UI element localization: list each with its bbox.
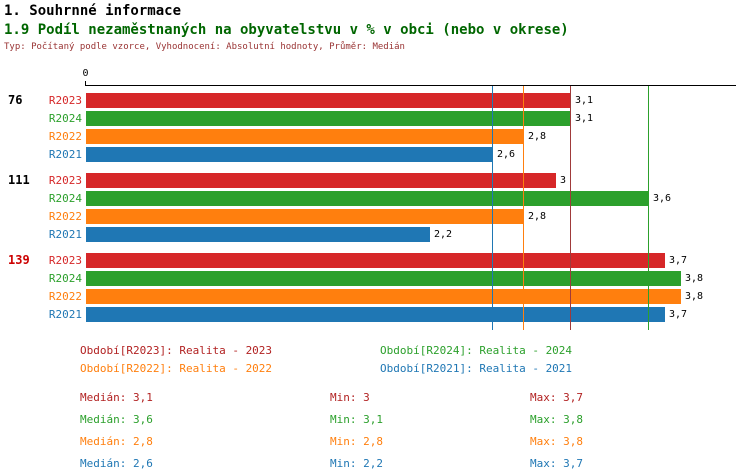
- bar: [86, 227, 430, 242]
- bar-series-label: R2022: [48, 210, 82, 223]
- bar-value-label: 3: [560, 175, 567, 186]
- bar-series-label: R2021: [48, 308, 82, 321]
- bar-value-label: 2,2: [434, 229, 453, 240]
- bar-value-label: 2,6: [497, 149, 516, 160]
- legend-item: Období[R2023]: Realita - 2023: [80, 344, 273, 357]
- bar-series-label: R2024: [48, 192, 82, 205]
- bar-value-label: 3,8: [685, 291, 704, 302]
- chart-title: 1.9 Podíl nezaměstnaných na obyvatelstvu…: [4, 22, 569, 38]
- bar-value-label: 2,8: [528, 131, 547, 142]
- bar: [86, 173, 556, 188]
- stat-max: Max: 3,7: [530, 457, 583, 470]
- bar-value-label: 3,6: [653, 193, 672, 204]
- stat-max: Max: 3,8: [530, 413, 583, 426]
- legend-item: Období[R2022]: Realita - 2022: [80, 362, 273, 375]
- bar: [86, 111, 571, 126]
- bar: [86, 93, 571, 108]
- bar-value-label: 3,7: [669, 255, 688, 266]
- bar-value-label: 3,1: [575, 113, 594, 124]
- legend-item: Období[R2021]: Realita - 2021: [380, 362, 573, 375]
- legend-item: Období[R2024]: Realita - 2024: [380, 344, 573, 357]
- bar-series-label: R2024: [48, 272, 82, 285]
- bar-value-label: 2,8: [528, 211, 547, 222]
- page-title: 1. Souhrnné informace: [4, 3, 182, 19]
- stat-min: Min: 3,1: [330, 413, 383, 426]
- bar-series-label: R2023: [48, 254, 82, 267]
- bar: [86, 147, 493, 162]
- stat-median: Medián: 2,6: [80, 457, 153, 470]
- median-line-r2023: [570, 86, 571, 330]
- chart-subtitle: Typ: Počítaný podle vzorce, Vyhodnocení:…: [4, 42, 405, 52]
- bar-value-label: 3,1: [575, 95, 594, 106]
- bar: [86, 191, 649, 206]
- bar-series-label: R2022: [48, 290, 82, 303]
- bar-series-label: R2022: [48, 130, 82, 143]
- bar-value-label: 3,7: [669, 309, 688, 320]
- group-label: 139: [8, 253, 30, 267]
- bar-series-label: R2021: [48, 228, 82, 241]
- group-label: 111: [8, 173, 30, 187]
- bar: [86, 289, 681, 304]
- bar-value-label: 3,8: [685, 273, 704, 284]
- x-axis-line: [85, 85, 736, 86]
- x-axis-origin-tick: [85, 81, 86, 85]
- bar-series-label: R2023: [48, 174, 82, 187]
- group-label: 76: [8, 93, 23, 107]
- bar: [86, 129, 524, 144]
- bar-series-label: R2023: [48, 94, 82, 107]
- median-line-r2022: [523, 86, 524, 330]
- stat-median: Medián: 2,8: [80, 435, 153, 448]
- bar: [86, 253, 665, 268]
- bar-series-label: R2024: [48, 112, 82, 125]
- stat-median: Medián: 3,6: [80, 413, 153, 426]
- stat-median: Medián: 3,1: [80, 391, 153, 404]
- median-line-r2021: [492, 86, 493, 330]
- stat-max: Max: 3,7: [530, 391, 583, 404]
- bar-series-label: R2021: [48, 148, 82, 161]
- x-axis-origin-label: 0: [82, 68, 89, 79]
- stat-min: Min: 3: [330, 391, 370, 404]
- stat-min: Min: 2,2: [330, 457, 383, 470]
- median-line-r2024: [648, 86, 649, 330]
- bar: [86, 307, 665, 322]
- stat-min: Min: 2,8: [330, 435, 383, 448]
- bar: [86, 271, 681, 286]
- stat-max: Max: 3,8: [530, 435, 583, 448]
- bar: [86, 209, 524, 224]
